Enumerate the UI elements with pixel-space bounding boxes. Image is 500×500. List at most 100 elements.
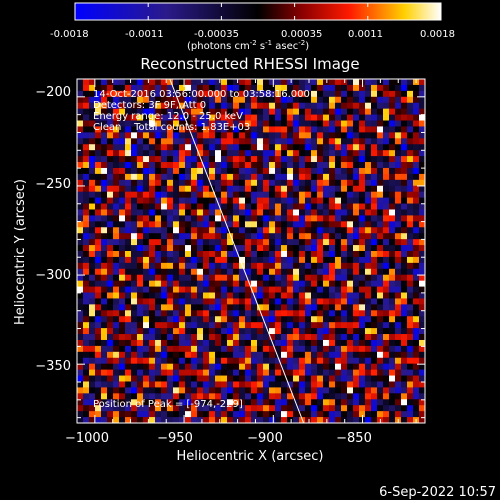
heatmap-cell [107, 357, 114, 365]
heatmap-cell [401, 90, 408, 98]
heatmap-cell [299, 173, 306, 181]
heatmap-cell [77, 280, 84, 287]
heatmap-cell [275, 227, 282, 234]
heatmap-cell [143, 328, 150, 335]
heatmap-cell [215, 334, 222, 341]
heatmap-cell [215, 363, 222, 371]
heatmap-cell [245, 298, 252, 305]
heatmap-cell [101, 339, 108, 347]
heatmap-cell [359, 375, 366, 382]
heatmap-cell [359, 304, 366, 311]
heatmap-cell [221, 381, 228, 388]
heatmap-cell [347, 227, 354, 234]
heatmap-cell [251, 405, 258, 412]
heatmap-cell [293, 173, 300, 181]
heatmap-cell [407, 84, 414, 92]
heatmap-cell [209, 393, 216, 400]
heatmap-cell [329, 179, 336, 187]
heatmap-cell [227, 173, 234, 181]
heatmap-cell [185, 90, 192, 98]
heatmap-cell [185, 280, 192, 287]
heatmap-cell [143, 387, 150, 394]
heatmap-cell [101, 304, 108, 311]
heatmap-cell [119, 286, 126, 293]
heatmap-cell [137, 304, 144, 311]
heatmap-cell [407, 339, 414, 347]
heatmap-cell [107, 292, 114, 299]
heatmap-cell [221, 298, 228, 305]
heatmap-cell [167, 108, 174, 115]
heatmap-cell [161, 262, 168, 270]
heatmap-cell [155, 108, 162, 115]
heatmap-cell [197, 108, 204, 115]
heatmap-cell [83, 280, 90, 287]
heatmap-cell [239, 334, 246, 341]
heatmap-cell [197, 328, 204, 335]
heatmap-cell [251, 381, 258, 388]
heatmap-cell [251, 221, 258, 228]
heatmap-cell [389, 375, 396, 382]
heatmap-cell [341, 245, 348, 252]
heatmap-cell [293, 120, 300, 127]
heatmap-cell [131, 298, 138, 305]
heatmap-cell [419, 369, 425, 376]
heatmap-cell [149, 268, 156, 276]
heatmap-cell [293, 126, 300, 133]
heatmap-cell [95, 268, 102, 276]
heatmap-cell [197, 399, 204, 406]
heatmap-cell [185, 120, 192, 127]
heatmap-cell [239, 256, 246, 264]
heatmap-cell [257, 369, 264, 376]
heatmap-cell [317, 268, 324, 276]
heatmap-cell [353, 185, 360, 193]
heatmap-cell [287, 411, 294, 418]
heatmap-cell [293, 316, 300, 323]
heatmap-cell [305, 375, 312, 382]
heatmap-cell [245, 345, 252, 353]
heatmap-cell [359, 381, 366, 388]
heatmap-cell [233, 132, 240, 139]
heatmap-cell [119, 381, 126, 388]
heatmap-cell [275, 132, 282, 139]
heatmap-cell [107, 363, 114, 371]
heatmap-cell [167, 322, 174, 329]
heatmap-cell [275, 345, 282, 353]
heatmap-cell [227, 132, 234, 139]
heatmap-cell [119, 233, 126, 240]
heatmap-cell [389, 405, 396, 412]
heatmap-cell [245, 84, 252, 92]
heatmap-cell [353, 262, 360, 270]
heatmap-cell [395, 108, 402, 115]
heatmap-cell [227, 162, 234, 169]
heatmap-cell [101, 150, 108, 157]
heatmap-cell [233, 363, 240, 371]
heatmap-cell [419, 417, 425, 423]
heatmap-cell [407, 185, 414, 193]
heatmap-cell [155, 203, 162, 210]
heatmap-cell [389, 233, 396, 240]
heatmap-cell [119, 191, 126, 199]
heatmap-cell [101, 351, 108, 359]
heatmap-cell [239, 405, 246, 412]
heatmap-cell [221, 387, 228, 394]
heatmap-cell [95, 280, 102, 287]
heatmap-cell [293, 345, 300, 353]
heatmap-cell [107, 90, 114, 98]
heatmap-cell [323, 221, 330, 228]
heatmap-cell [419, 375, 425, 382]
heatmap-cell [125, 191, 132, 199]
heatmap-cell [155, 304, 162, 311]
heatmap-cell [161, 79, 168, 86]
heatmap-cell [389, 96, 396, 104]
heatmap-cell [413, 381, 420, 388]
heatmap-cell [317, 310, 324, 317]
heatmap-cell [143, 138, 150, 145]
heatmap-cell [383, 108, 390, 115]
heatmap-cell [131, 375, 138, 382]
heatmap-cell [95, 84, 102, 92]
heatmap-cell [353, 393, 360, 400]
heatmap-cell [137, 417, 144, 423]
heatmap-cell [365, 268, 372, 276]
heatmap-cell [275, 381, 282, 388]
heatmap-cell [257, 298, 264, 305]
